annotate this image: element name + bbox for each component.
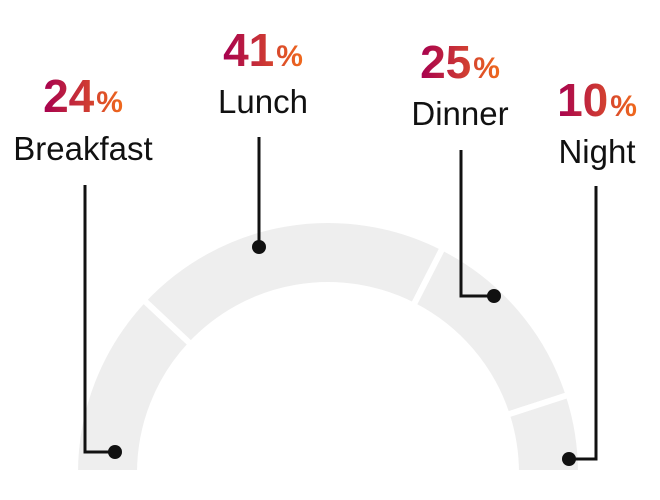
percent-sign: %: [96, 86, 123, 119]
segment-dinner: [409, 243, 573, 419]
leader-dot-lunch: [252, 240, 266, 254]
category-label-night: Night: [558, 133, 635, 170]
value-label-breakfast: 24%: [43, 70, 123, 122]
category-label-dinner: Dinner: [411, 95, 508, 132]
leader-dot-breakfast: [108, 445, 122, 459]
value-number: 41: [223, 24, 274, 76]
percent-sign: %: [473, 52, 500, 85]
leader-dot-night: [562, 452, 576, 466]
leader-line-night: [569, 186, 598, 461]
percent-sign: %: [610, 90, 637, 123]
value-label-lunch: 41%: [223, 24, 303, 76]
segment-night: [503, 391, 585, 476]
value-label-dinner: 25%: [420, 36, 500, 88]
value-number: 10: [557, 74, 608, 126]
leader-line-dinner: [459, 150, 494, 298]
value-number: 24: [43, 70, 95, 122]
value-number: 25: [420, 36, 471, 88]
leader-dot-dinner: [487, 289, 501, 303]
category-label-breakfast: Breakfast: [13, 130, 152, 167]
percent-sign: %: [276, 40, 303, 73]
segment-lunch: [139, 217, 447, 349]
category-label-lunch: Lunch: [218, 83, 308, 120]
value-label-night: 10%: [557, 74, 637, 126]
leader-line-breakfast: [83, 185, 115, 454]
